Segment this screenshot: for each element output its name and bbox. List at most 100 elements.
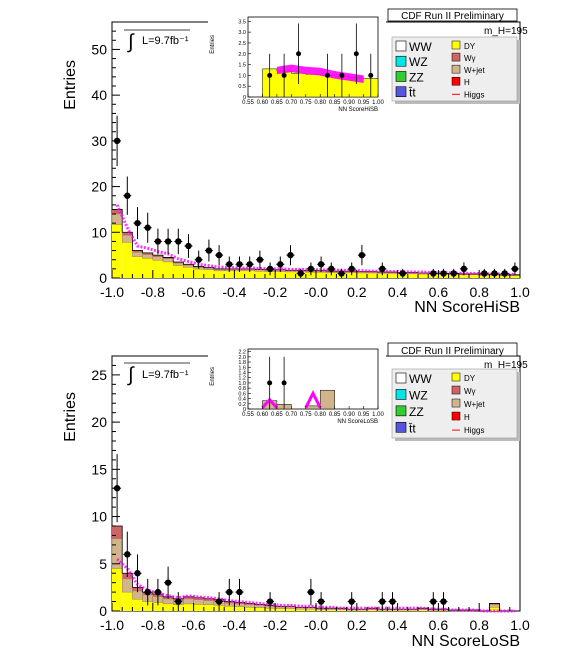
legend-swatch [395, 372, 407, 384]
data-point [226, 261, 233, 268]
bar-wgamma [183, 264, 194, 266]
bar-wjet [193, 599, 205, 605]
inset-data-point [353, 51, 359, 57]
y-tick-label: 40 [91, 87, 107, 103]
bar-wjet [336, 608, 347, 610]
title-box [387, 342, 518, 357]
legend-label: W+jet [464, 400, 485, 409]
x-tick-label: -0.0 [304, 284, 328, 300]
data-point [460, 265, 468, 273]
x-tick-label: -1.0 [100, 284, 124, 300]
y-tick-label: 5 [99, 556, 107, 572]
bar-dy [469, 274, 480, 278]
data-point [440, 598, 447, 605]
x-tick-label: -0.0 [304, 617, 328, 633]
data-point [144, 588, 151, 596]
bar-wjet [254, 605, 266, 608]
x-tick-label: -1.0 [100, 617, 124, 633]
inset-x-axis-label: NN ScoreLoSB [337, 419, 378, 425]
data-point [175, 238, 182, 245]
inset-y-tick-label: 3.5 [238, 19, 246, 25]
y-tick-label: 20 [91, 414, 107, 430]
data-point [113, 485, 121, 492]
legend-swatch [451, 76, 461, 86]
data-point [379, 598, 386, 605]
inset-x-tick-label: 0.85 [329, 412, 341, 418]
data-point [440, 270, 447, 277]
bar-dy [132, 599, 143, 611]
data-point [317, 598, 325, 605]
legend-swatch [451, 372, 461, 382]
bar-wgamma [112, 209, 123, 214]
bar-dy [203, 269, 214, 278]
x-tick-label: 0.6 [429, 284, 449, 300]
bar-wjet [417, 273, 429, 275]
bar-dy [407, 273, 418, 278]
inset-x-tick-label: 0.85 [329, 100, 341, 106]
x-tick-label: 0.4 [388, 617, 408, 633]
bar-dy [152, 260, 163, 278]
bar-wjet [213, 269, 225, 272]
bar-dy [367, 273, 378, 278]
legend-swatch [395, 55, 407, 67]
bar-dy [254, 607, 265, 611]
bar-dy [183, 603, 194, 611]
bar-wjet [162, 258, 174, 263]
data-point [236, 261, 243, 268]
x-tick-label: -0.8 [141, 617, 165, 633]
bar-wjet [387, 272, 398, 274]
inset-y-axis-label: Entries [210, 35, 216, 54]
data-point [124, 192, 131, 199]
x-tick-label: 1.0 [510, 284, 530, 300]
bar-wjet [275, 606, 286, 609]
legend-swatch [451, 385, 461, 395]
mass-label: m_H=195 [484, 360, 528, 371]
inset-data-point [281, 72, 287, 78]
bar-dy [407, 610, 418, 611]
bar-wjet [203, 267, 215, 270]
mass-label: m_H=195 [484, 26, 528, 37]
legend-swatch [395, 71, 407, 82]
data-point [511, 265, 519, 273]
data-point [134, 219, 141, 227]
x-tick-label: 0.8 [469, 284, 489, 300]
inset-x-tick-label: 1.00 [372, 412, 384, 418]
bar-wgamma [132, 250, 143, 253]
bar-dy [316, 272, 327, 278]
bar-wgamma [203, 598, 214, 601]
bar-dy [397, 610, 408, 611]
data-point [348, 265, 355, 273]
bar-wjet [305, 607, 317, 610]
legend-label: Wγ [464, 387, 476, 396]
data-point [348, 598, 355, 605]
bar-wjet [152, 256, 164, 261]
bar-wjet [183, 264, 194, 268]
data-point [175, 598, 182, 605]
inset-y-tick-label: 1.2 [238, 376, 246, 382]
inset-x-tick-label: 0.60 [257, 412, 269, 418]
bar-wjet [183, 598, 194, 605]
title-box [387, 8, 518, 22]
x-tick-label: -0.6 [182, 284, 206, 300]
bar-dy [295, 609, 306, 611]
inset-y-tick-label: 1.0 [238, 73, 246, 79]
bar-dy [346, 272, 357, 278]
bar-wjet [162, 598, 174, 605]
data-point [297, 270, 304, 277]
data-point [379, 265, 386, 273]
inset-data-point [324, 72, 330, 78]
data-point [338, 270, 345, 277]
inset-y-tick-label: 3.0 [238, 30, 246, 36]
legend-swatch [451, 411, 461, 421]
inset-x-tick-label: 0.90 [343, 412, 355, 418]
bar-wjet [417, 608, 429, 610]
legend-label: DY [464, 374, 476, 383]
data-point [164, 579, 172, 586]
bar-wjet [326, 608, 337, 610]
inset-x-tick-label: 0.65 [271, 100, 283, 106]
y-tick-label: 0 [99, 270, 107, 286]
luminosity-label: L=9.7fb⁻¹ [142, 369, 189, 381]
bar-dy [418, 609, 429, 611]
luminosity-label: L=9.7fb⁻¹ [142, 35, 189, 47]
legend-swatch [451, 398, 461, 408]
